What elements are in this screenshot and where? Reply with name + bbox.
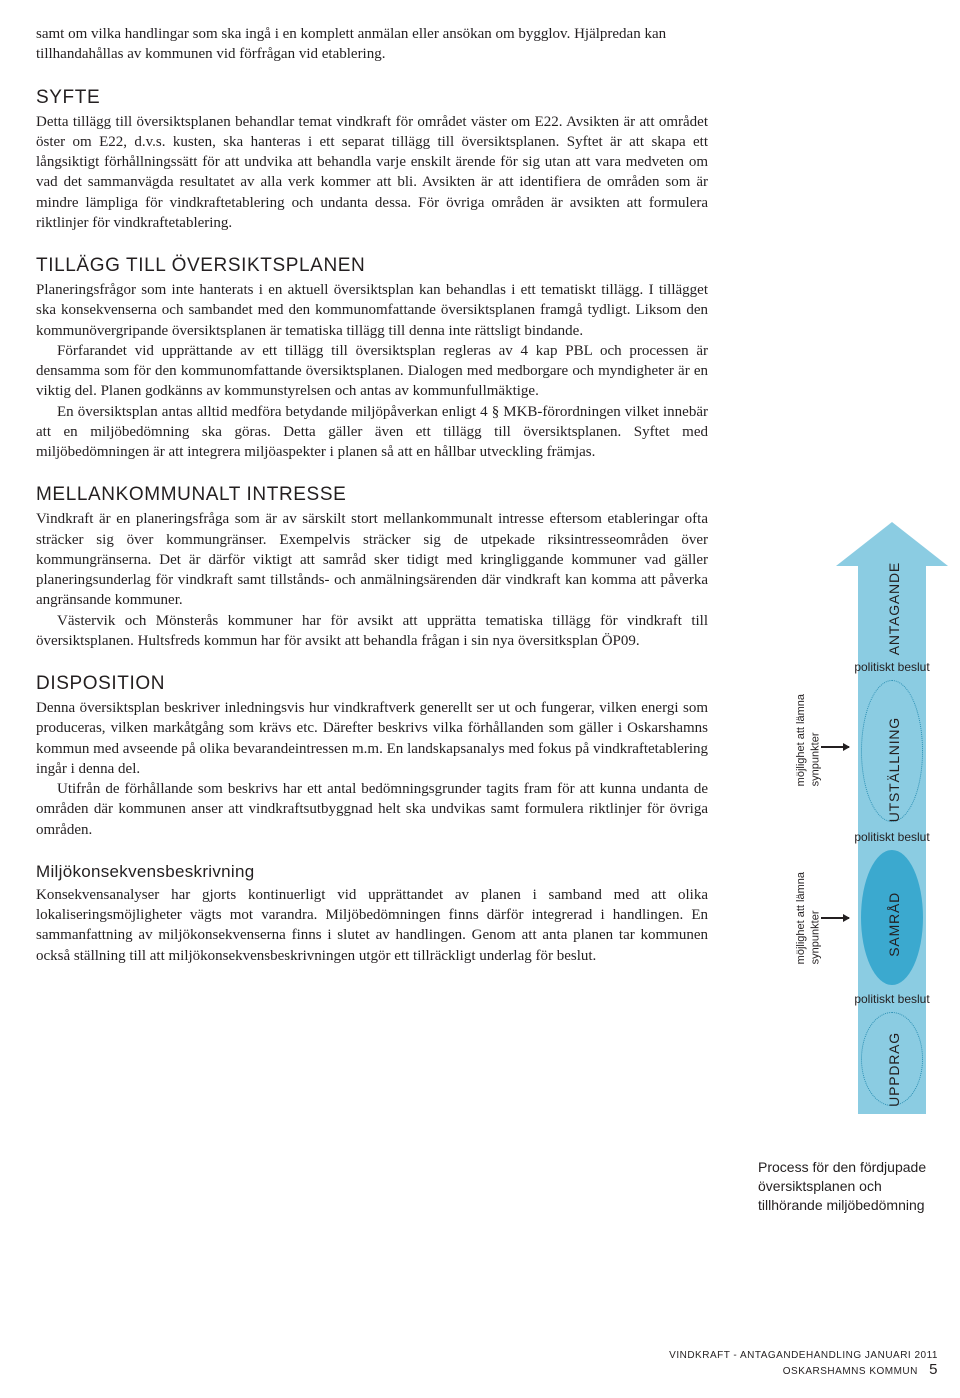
politiskt-1: politiskt beslut [850, 660, 934, 674]
miljo-p1: Konsekvensanalyser har gjorts kontinuerl… [36, 885, 708, 966]
page-footer: VINDKRAFT - ANTAGANDEHANDLING JANUARI 20… [669, 1350, 938, 1378]
arrow-head-icon [836, 522, 948, 566]
section-syfte: SYFTE Detta tillägg till översiktsplanen… [36, 87, 708, 234]
syfte-p1: Detta tillägg till översiktsplanen behan… [36, 112, 708, 234]
heading-miljo: Miljökonsekvensbeskrivning [36, 862, 708, 882]
footer-line2: OSKARSHAMNS KOMMUN [783, 1366, 918, 1377]
heading-tillagg: TILLÄGG TILL ÖVERSIKTSPLANEN [36, 255, 708, 277]
tillagg-p1: Planeringsfrågor som inte hanterats i en… [36, 280, 708, 341]
heading-mellan: MELLANKOMMUNALT INTRESSE [36, 484, 708, 506]
disposition-p1: Denna översiktsplan beskriver inlednings… [36, 698, 708, 779]
intro-paragraph: samt om vilka handlingar som ska ingå i … [36, 24, 708, 65]
main-content: samt om vilka handlingar som ska ingå i … [36, 24, 708, 988]
side-note-2: möjlighet att lämnasynpunkter [794, 872, 823, 964]
side-arrow-2-icon [821, 917, 849, 919]
section-mellan: MELLANKOMMUNALT INTRESSE Vindkraft är en… [36, 484, 708, 651]
diagram-caption: Process för den fördjupade översiktsplan… [758, 1158, 938, 1215]
process-diagram: ANTAGANDE UTSTÄLLNING SAMRÅD UPPDRAG pol… [748, 522, 938, 1122]
stage-utstallning: UTSTÄLLNING [886, 717, 902, 822]
section-tillagg: TILLÄGG TILL ÖVERSIKTSPLANEN Planeringsf… [36, 255, 708, 462]
politiskt-2: politiskt beslut [850, 830, 934, 844]
mellan-p1: Vindkraft är en planeringsfråga som är a… [36, 509, 708, 610]
mellan-p2: Västervik och Mönsterås kommuner har för… [36, 611, 708, 652]
tillagg-p3: En översiktsplan antas alltid medföra be… [36, 402, 708, 463]
stage-uppdrag: UPPDRAG [886, 1032, 902, 1107]
politiskt-3: politiskt beslut [850, 992, 934, 1006]
side-arrow-1-icon [821, 746, 849, 748]
stage-antagande: ANTAGANDE [886, 562, 902, 655]
footer-line1: VINDKRAFT - ANTAGANDEHANDLING JANUARI 20… [669, 1350, 938, 1361]
section-miljo: Miljökonsekvensbeskrivning Konsekvensana… [36, 862, 708, 966]
tillagg-p2: Förfarandet vid upprättande av ett tillä… [36, 341, 708, 402]
heading-syfte: SYFTE [36, 87, 708, 109]
disposition-p2: Utifrån de förhållande som beskrivs har … [36, 779, 708, 840]
page-number: 5 [929, 1361, 938, 1378]
stage-samrad: SAMRÅD [886, 892, 902, 957]
heading-disposition: DISPOSITION [36, 673, 708, 695]
section-disposition: DISPOSITION Denna översiktsplan beskrive… [36, 673, 708, 840]
side-note-1: möjlighet att lämnasynpunkter [794, 694, 823, 786]
